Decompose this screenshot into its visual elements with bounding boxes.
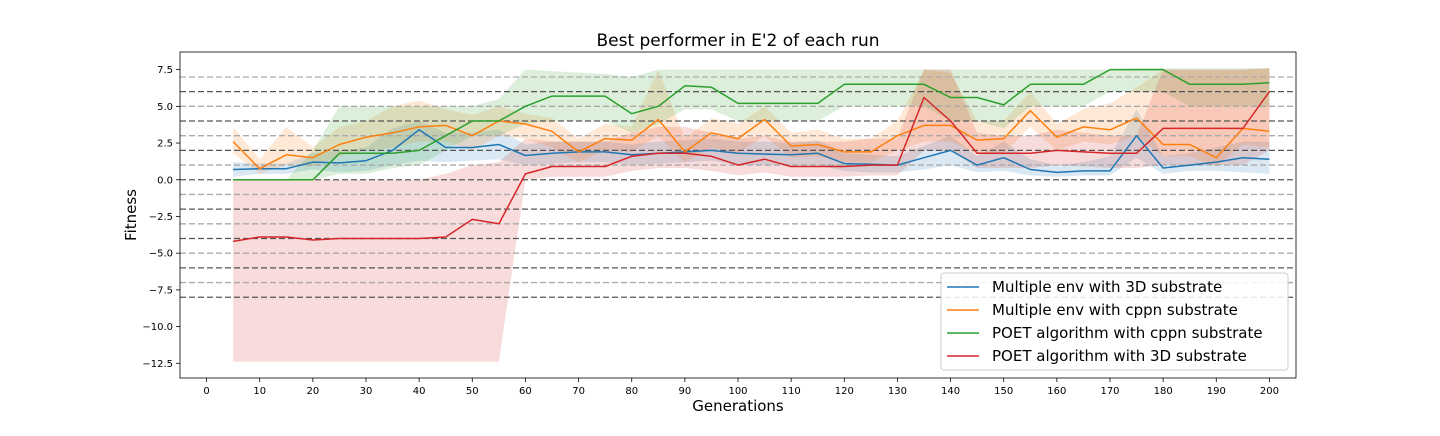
x-tick-label: 110	[782, 386, 801, 397]
series-line-3	[233, 68, 1270, 181]
y-tick-label: −5.0	[149, 249, 173, 260]
confidence-band-3	[233, 68, 1270, 180]
y-tick-label: −7.5	[149, 285, 173, 296]
x-tick-label: 150	[994, 386, 1013, 397]
legend-label-3: POET algorithm with cppn substrate	[992, 324, 1263, 342]
x-tick-label: 20	[306, 386, 319, 397]
legend-label-1: Multiple env with 3D substrate	[992, 278, 1222, 296]
x-tick-label: 0	[203, 386, 209, 397]
chart-title: Best performer in E'2 of each run	[596, 31, 879, 51]
y-tick-label: 7.5	[157, 65, 173, 76]
y-tick-label: −12.5	[142, 359, 173, 370]
x-tick-label: 30	[360, 386, 373, 397]
legend: Multiple env with 3D substrate Multiple e…	[940, 272, 1289, 371]
x-tick-label: 100	[728, 386, 747, 397]
y-axis: −12.5 −10.0 −7.5 −5.0 −2.5 0.0 2.5 5.0 7.5	[142, 65, 180, 370]
x-axis-label: Generations	[692, 397, 784, 415]
reference-lines	[180, 76, 1296, 298]
legend-label-2: Multiple env with cppn substrate	[992, 301, 1238, 319]
x-tick-label: 80	[625, 386, 638, 397]
y-axis-label: Fitness	[122, 189, 140, 241]
y-tick-label: 5.0	[157, 102, 173, 113]
series-line-4	[232, 91, 1271, 243]
x-tick-label: 140	[941, 386, 960, 397]
legend-box	[940, 272, 1289, 371]
legend-label-4: POET algorithm with 3D substrate	[992, 347, 1247, 365]
x-tick-label: 10	[253, 386, 266, 397]
y-tick-label: 0.0	[157, 175, 173, 186]
x-tick-label: 90	[678, 386, 691, 397]
x-tick-label: 130	[888, 386, 907, 397]
x-tick-label: 170	[1100, 386, 1119, 397]
x-tick-label: 40	[413, 386, 426, 397]
confidence-band-4	[233, 68, 1270, 362]
x-tick-label: 50	[466, 386, 479, 397]
x-tick-label: 190	[1207, 386, 1226, 397]
x-tick-label: 70	[572, 386, 585, 397]
x-tick-label: 120	[835, 386, 854, 397]
series-line-2	[232, 109, 1270, 170]
x-tick-label: 200	[1260, 386, 1279, 397]
y-tick-label: −10.0	[142, 322, 173, 333]
x-axis: 0 10 20 30 40 50 60 70 80 90 100 110 120 130 140 150 160…	[203, 378, 1279, 397]
x-tick-label: 60	[519, 386, 532, 397]
series-lines	[232, 68, 1271, 243]
series-line-1	[233, 129, 1270, 174]
y-tick-label: −2.5	[149, 212, 173, 223]
x-tick-label: 180	[1154, 386, 1173, 397]
y-tick-label: 2.5	[157, 139, 173, 150]
x-tick-label: 160	[1047, 386, 1066, 397]
